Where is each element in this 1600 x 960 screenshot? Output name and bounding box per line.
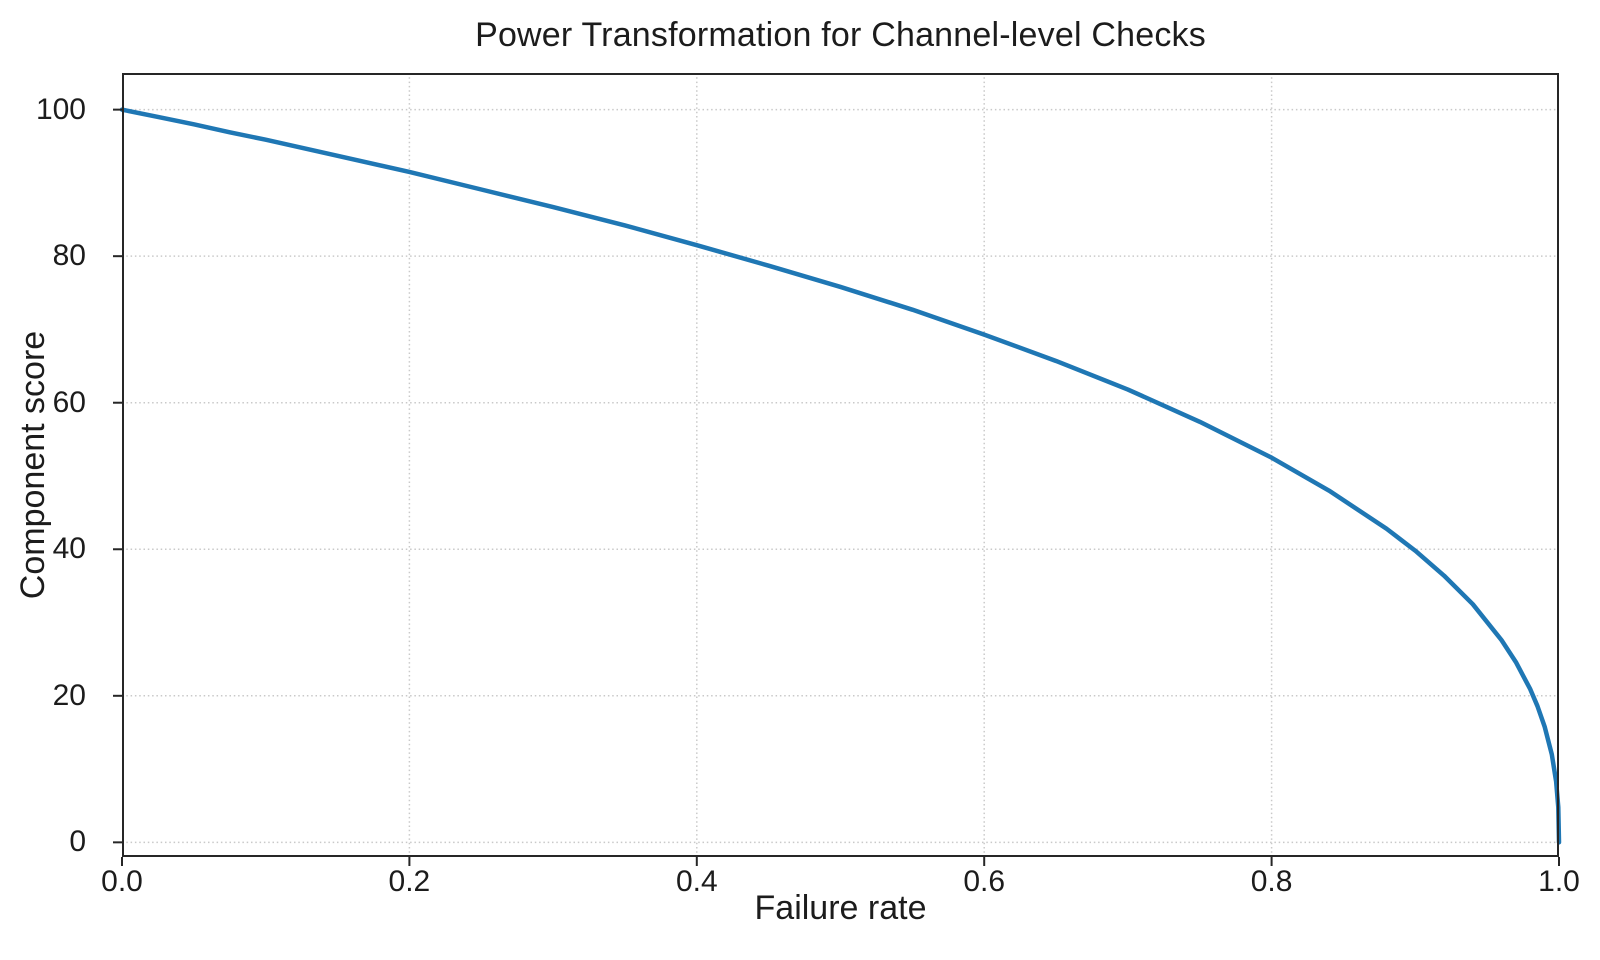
y-tick-label: 100: [35, 92, 86, 126]
x-tick-label: 0.4: [675, 865, 718, 898]
data-line: [119, 107, 1562, 845]
chart-title: Power Transformation for Channel-level C…: [475, 16, 1206, 54]
y-tick-label: 20: [52, 678, 86, 712]
y-tick-label: 40: [52, 532, 86, 566]
x-tick-label: 0.6: [963, 865, 1006, 898]
x-axis-label: Failure rate: [754, 889, 927, 927]
x-tick-label: 0.2: [388, 865, 431, 898]
y-axis-label: Component score: [14, 330, 52, 600]
axes-spines: [122, 73, 1559, 857]
y-tick-label: 60: [52, 385, 86, 419]
x-tick-label: 1.0: [1538, 865, 1580, 898]
x-tick-label: 0.8: [1250, 865, 1293, 898]
y-tick-label: 80: [52, 239, 86, 273]
x-tick-label: 0.0: [101, 865, 143, 898]
y-tick-label: 0: [69, 825, 86, 859]
plot-area: [113, 73, 1562, 866]
